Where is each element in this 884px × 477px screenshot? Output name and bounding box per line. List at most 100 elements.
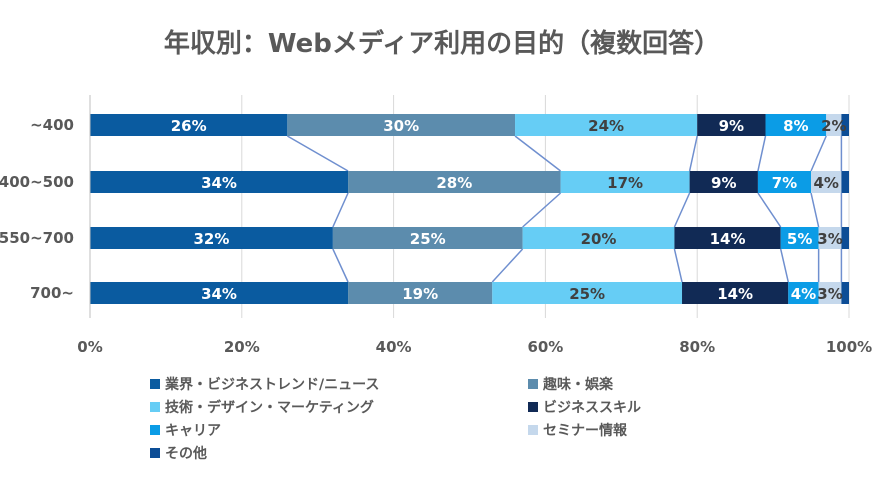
bar-segment — [90, 171, 349, 193]
bar-segment — [689, 171, 758, 193]
series-line — [332, 248, 349, 283]
legend-item: 業界・ビジネストレンド/ニュース — [150, 374, 379, 394]
legend-label: 技術・デザイン・マーケティング — [165, 400, 374, 416]
y-category-label: 400~500 — [0, 173, 74, 191]
bar-segment — [287, 114, 516, 136]
data-label: 14% — [710, 230, 746, 248]
bar-segment — [841, 282, 849, 304]
x-tick-label: 80% — [679, 338, 715, 356]
data-label: 4% — [791, 285, 816, 303]
bar-segment — [90, 282, 349, 304]
legend-label: キャリア — [165, 423, 221, 439]
series-line — [514, 135, 562, 172]
legend-swatch — [150, 402, 160, 412]
series-line — [673, 192, 691, 228]
x-tick-label: 40% — [376, 338, 412, 356]
legend-item: セミナー情報 — [528, 420, 627, 440]
data-labels: 26% 30% 24% 9% 8% 2% 34% 28% 17% 9% 7% 4% 32% 25% 20% 1… — [171, 117, 847, 303]
legend-item: その他 — [150, 443, 207, 463]
x-tick-label: 100% — [826, 338, 872, 356]
series-lines — [286, 135, 843, 283]
bar-segment — [492, 282, 683, 304]
data-label: 9% — [711, 174, 736, 192]
legend-label: セミナー情報 — [543, 423, 627, 439]
series-line — [757, 192, 782, 228]
bar-segment — [332, 227, 523, 249]
series-line — [332, 192, 349, 228]
series-line — [491, 248, 524, 283]
bar-segment — [674, 227, 781, 249]
data-label: 25% — [569, 285, 605, 303]
legend-swatch — [150, 448, 160, 458]
bar-segment — [682, 282, 789, 304]
data-label: 5% — [787, 230, 812, 248]
legend-label: ビジネススキル — [543, 400, 641, 416]
data-label: 9% — [719, 117, 744, 135]
y-category-label: 700~ — [30, 284, 74, 302]
bar-segment — [757, 171, 812, 193]
legend-swatch — [528, 379, 538, 389]
bar-segment — [780, 227, 819, 249]
bar-segment — [348, 171, 561, 193]
legend-item: 技術・デザイン・マーケティング — [150, 397, 374, 417]
bar-segment — [826, 114, 842, 136]
series-line — [810, 192, 820, 228]
data-label: 28% — [436, 174, 472, 192]
series-line — [757, 135, 767, 172]
legend-swatch — [150, 379, 160, 389]
bar-segment — [522, 227, 675, 249]
bar-segment — [765, 114, 827, 136]
bar-segment — [90, 227, 333, 249]
data-label: 24% — [588, 117, 624, 135]
bar-segment — [841, 227, 849, 249]
data-label: 34% — [201, 285, 237, 303]
data-label: 19% — [402, 285, 438, 303]
data-label: 25% — [410, 230, 446, 248]
bar-segment — [90, 114, 288, 136]
data-label: 4% — [813, 174, 838, 192]
data-label: 2% — [821, 117, 846, 135]
legend-label: 趣味・娯楽 — [543, 377, 613, 393]
data-label: 8% — [783, 117, 808, 135]
data-label: 26% — [171, 117, 207, 135]
axes: 0% 20% 40% 60% 80% 100% ~400 400~500 550~700 700~ — [0, 95, 872, 356]
data-label: 34% — [201, 174, 237, 192]
series-line — [779, 248, 790, 283]
data-label: 3% — [817, 285, 842, 303]
data-label: 17% — [607, 174, 643, 192]
legend-item: ビジネススキル — [528, 397, 641, 417]
series-line — [688, 135, 698, 172]
x-tick-label: 0% — [77, 338, 102, 356]
legend-swatch — [150, 425, 160, 435]
bar-segment — [560, 171, 690, 193]
data-label: 3% — [817, 230, 842, 248]
y-category-label: 550~700 — [0, 229, 74, 247]
bar-segment — [811, 171, 842, 193]
data-label: 32% — [193, 230, 229, 248]
legend-swatch — [528, 425, 538, 435]
data-label: 14% — [717, 285, 753, 303]
bar-segment — [841, 114, 849, 136]
chart-title: 年収別：Webメディア利用の目的（複数回答） — [164, 28, 720, 59]
bar-segment — [841, 171, 849, 193]
bar-segment — [788, 282, 819, 304]
bar-segment — [515, 114, 698, 136]
legend-swatch — [528, 402, 538, 412]
data-label: 20% — [581, 230, 617, 248]
legend-label: その他 — [165, 446, 207, 462]
series-line — [286, 135, 349, 172]
data-label: 7% — [772, 174, 797, 192]
bars — [90, 114, 849, 304]
series-line — [673, 248, 683, 283]
bar-segment — [818, 227, 842, 249]
legend-item: キャリア — [150, 420, 221, 440]
bar-segment — [697, 114, 766, 136]
x-tick-label: 20% — [224, 338, 260, 356]
data-label: 30% — [383, 117, 419, 135]
series-line — [810, 135, 827, 172]
bar-segment — [348, 282, 493, 304]
bar-segment — [818, 282, 842, 304]
x-tick-label: 60% — [527, 338, 563, 356]
